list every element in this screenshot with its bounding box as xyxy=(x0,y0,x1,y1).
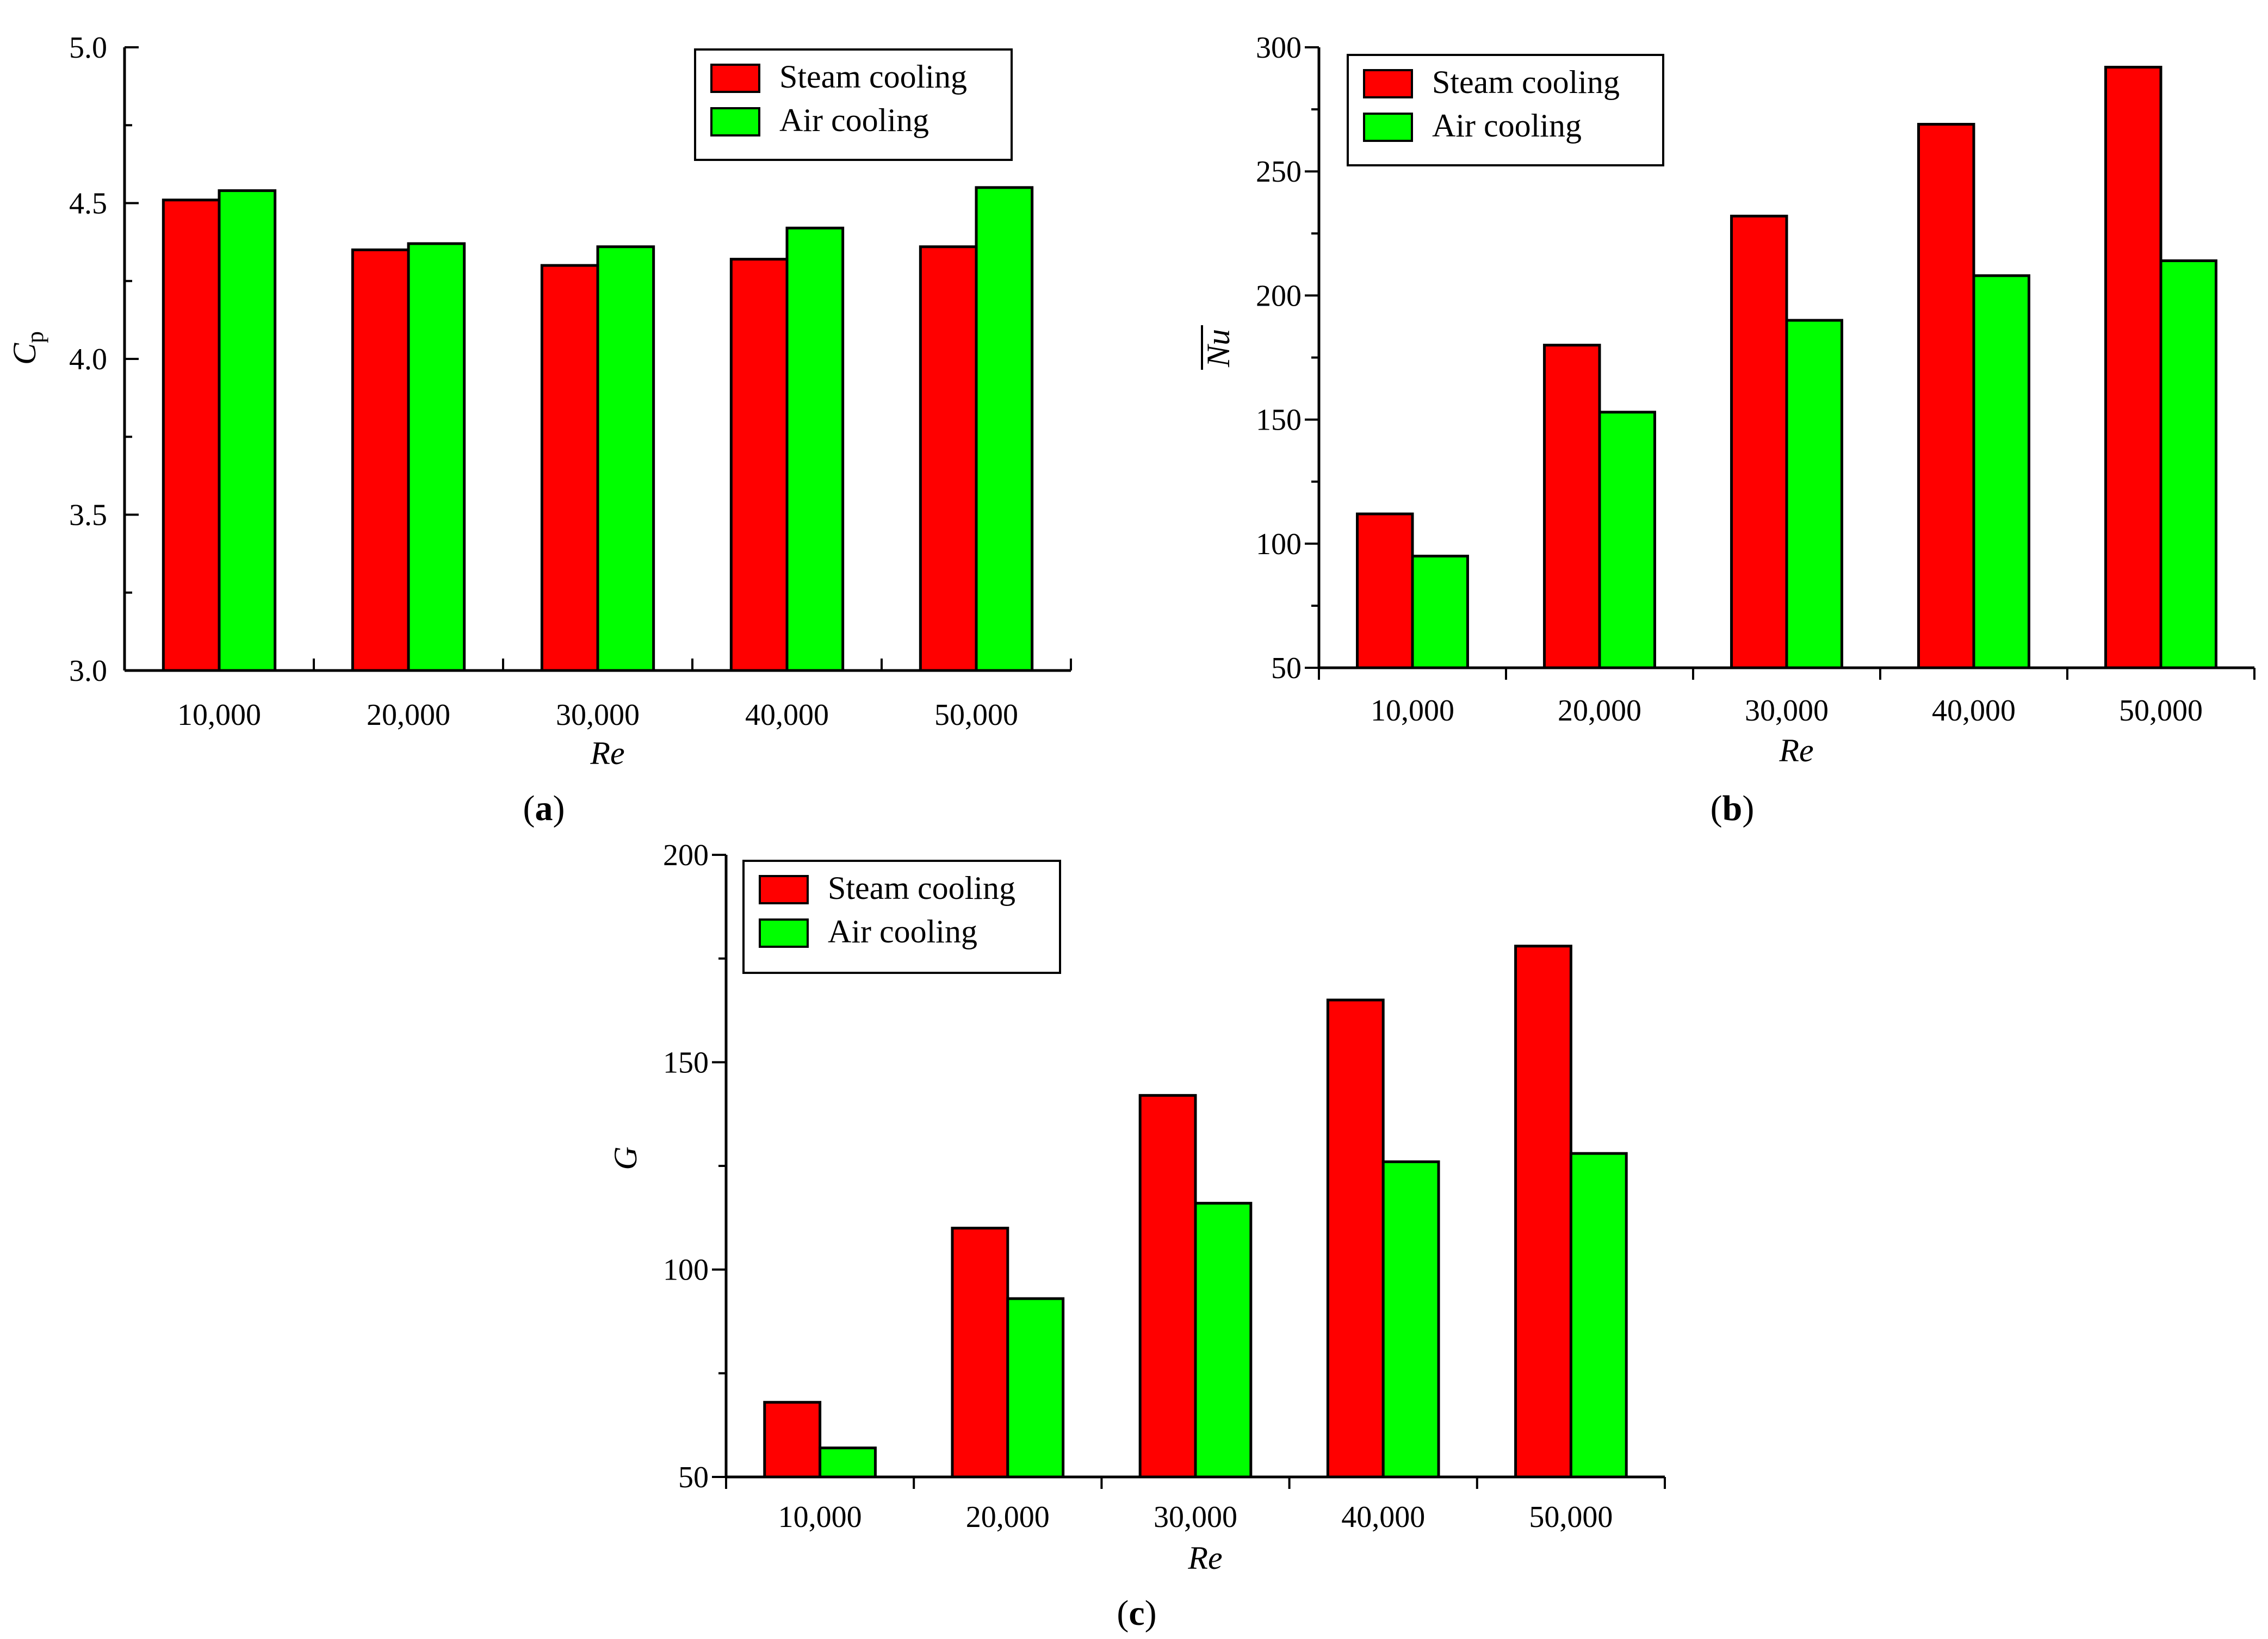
y-axis-title-group: Cp xyxy=(7,331,48,365)
bar-air-4 xyxy=(785,226,845,672)
bar-air-4 xyxy=(1381,1160,1440,1479)
y-tick-label: 200 xyxy=(663,839,709,872)
bar-air-1 xyxy=(1411,555,1469,669)
y-axis-title: Nu xyxy=(1200,329,1236,368)
bar-air-3 xyxy=(1194,1202,1253,1479)
y-axis-subscript: p xyxy=(22,331,48,343)
bar-steam-2 xyxy=(1543,344,1601,669)
bar-steam-4 xyxy=(1326,998,1385,1479)
bar-steam-1 xyxy=(162,198,221,672)
y-tick-label: 50 xyxy=(1271,651,1302,685)
bar-air-1 xyxy=(819,1446,877,1479)
panel-label: (b) xyxy=(1711,789,1755,828)
bar-air-5 xyxy=(1569,1152,1628,1479)
x-tick-label: 20,000 xyxy=(367,698,450,732)
x-axis-title: Re xyxy=(1187,1540,1222,1576)
bar-steam-4 xyxy=(1917,122,1975,669)
bar-steam-3 xyxy=(1138,1094,1197,1479)
legend-label-steam: Steam cooling xyxy=(1432,64,1620,100)
legend-label-steam: Steam cooling xyxy=(779,59,967,95)
bar-steam-5 xyxy=(1514,945,1572,1479)
bar-air-2 xyxy=(407,242,466,672)
y-tick-label: 100 xyxy=(663,1253,709,1287)
x-tick-label: 50,000 xyxy=(1529,1500,1613,1534)
panel-label: (c) xyxy=(1117,1593,1156,1633)
legend-swatch-steam xyxy=(759,875,809,904)
y-axis-title-group: Nu xyxy=(1200,325,1236,370)
bar-steam-3 xyxy=(540,264,599,672)
legend-label-air: Air cooling xyxy=(828,914,977,949)
bar-air-2 xyxy=(1006,1297,1065,1479)
bar-air-4 xyxy=(1972,274,2030,669)
y-tick-label: 4.0 xyxy=(69,343,107,376)
y-tick-label: 150 xyxy=(663,1046,709,1079)
x-tick-label: 10,000 xyxy=(778,1500,862,1534)
x-tick-label: 30,000 xyxy=(1745,694,1829,728)
panel-label: (a) xyxy=(523,789,565,828)
y-tick-label: 150 xyxy=(1256,403,1302,437)
bar-air-1 xyxy=(218,189,277,672)
y-tick-label: 3.0 xyxy=(69,654,107,688)
y-tick-label: 5.0 xyxy=(69,31,107,65)
bar-steam-1 xyxy=(763,1401,822,1479)
bar-air-5 xyxy=(975,186,1034,672)
y-tick-label: 250 xyxy=(1256,155,1302,189)
x-tick-label: 30,000 xyxy=(556,698,640,732)
y-tick-label: 300 xyxy=(1256,31,1302,65)
x-tick-label: 50,000 xyxy=(2119,694,2203,728)
bar-steam-2 xyxy=(951,1226,1009,1479)
x-tick-label: 30,000 xyxy=(1154,1500,1237,1534)
y-axis-title: Cp xyxy=(7,331,48,365)
x-tick-label: 50,000 xyxy=(934,698,1018,732)
legend-swatch-air xyxy=(759,918,809,948)
y-tick-label: 50 xyxy=(678,1461,709,1494)
chart-panel-c: 50 100 150 200 10,000 20,000 30,000 40,000 50,00… xyxy=(608,839,1666,1633)
bar-air-3 xyxy=(1785,319,1843,669)
bar-steam-3 xyxy=(1730,214,1788,669)
bar-air-3 xyxy=(596,245,655,672)
bar-steam-5 xyxy=(2104,66,2162,669)
bar-steam-4 xyxy=(729,258,789,672)
bar-steam-2 xyxy=(351,248,410,672)
bar-air-5 xyxy=(2159,259,2217,669)
legend-label-steam: Steam cooling xyxy=(828,870,1015,906)
legend-swatch-air xyxy=(1363,113,1413,142)
legend-swatch-steam xyxy=(1363,69,1413,98)
x-tick-label: 20,000 xyxy=(966,1500,1050,1534)
x-tick-label: 20,000 xyxy=(1558,694,1641,728)
legend-label-air: Air cooling xyxy=(1432,108,1582,144)
x-tick-label: 10,000 xyxy=(1371,694,1454,728)
legend-swatch-air xyxy=(710,107,760,136)
x-axis-title: Re xyxy=(590,735,624,771)
x-axis-title: Re xyxy=(1779,732,1813,768)
bar-air-2 xyxy=(1598,411,1656,669)
bar-steam-1 xyxy=(1356,512,1414,669)
y-tick-label: 100 xyxy=(1256,527,1302,561)
legend-swatch-steam xyxy=(710,64,760,93)
chart-panel-a: 3.0 3.5 4.0 4.5 5.0 10,000 20,000 30,000 40,000 5… xyxy=(7,31,1072,828)
y-axis-title: G xyxy=(608,1146,643,1170)
y-tick-label: 4.5 xyxy=(69,187,107,221)
y-tick-label: 200 xyxy=(1256,279,1302,313)
chart-panel-b: 50 100 150 200 250 300 10,000 20,000 30,000 40,00… xyxy=(1200,31,2255,828)
legend-label-air: Air cooling xyxy=(779,102,929,138)
x-tick-label: 40,000 xyxy=(745,698,829,732)
y-axis-title-group: G xyxy=(608,1146,643,1170)
bar-steam-5 xyxy=(919,245,978,672)
x-tick-label: 40,000 xyxy=(1341,1500,1425,1534)
legend-box xyxy=(1347,54,1664,166)
x-tick-label: 10,000 xyxy=(177,698,261,732)
x-tick-label: 40,000 xyxy=(1932,694,2016,728)
legend-box xyxy=(694,48,1013,161)
y-tick-label: 3.5 xyxy=(69,499,107,532)
